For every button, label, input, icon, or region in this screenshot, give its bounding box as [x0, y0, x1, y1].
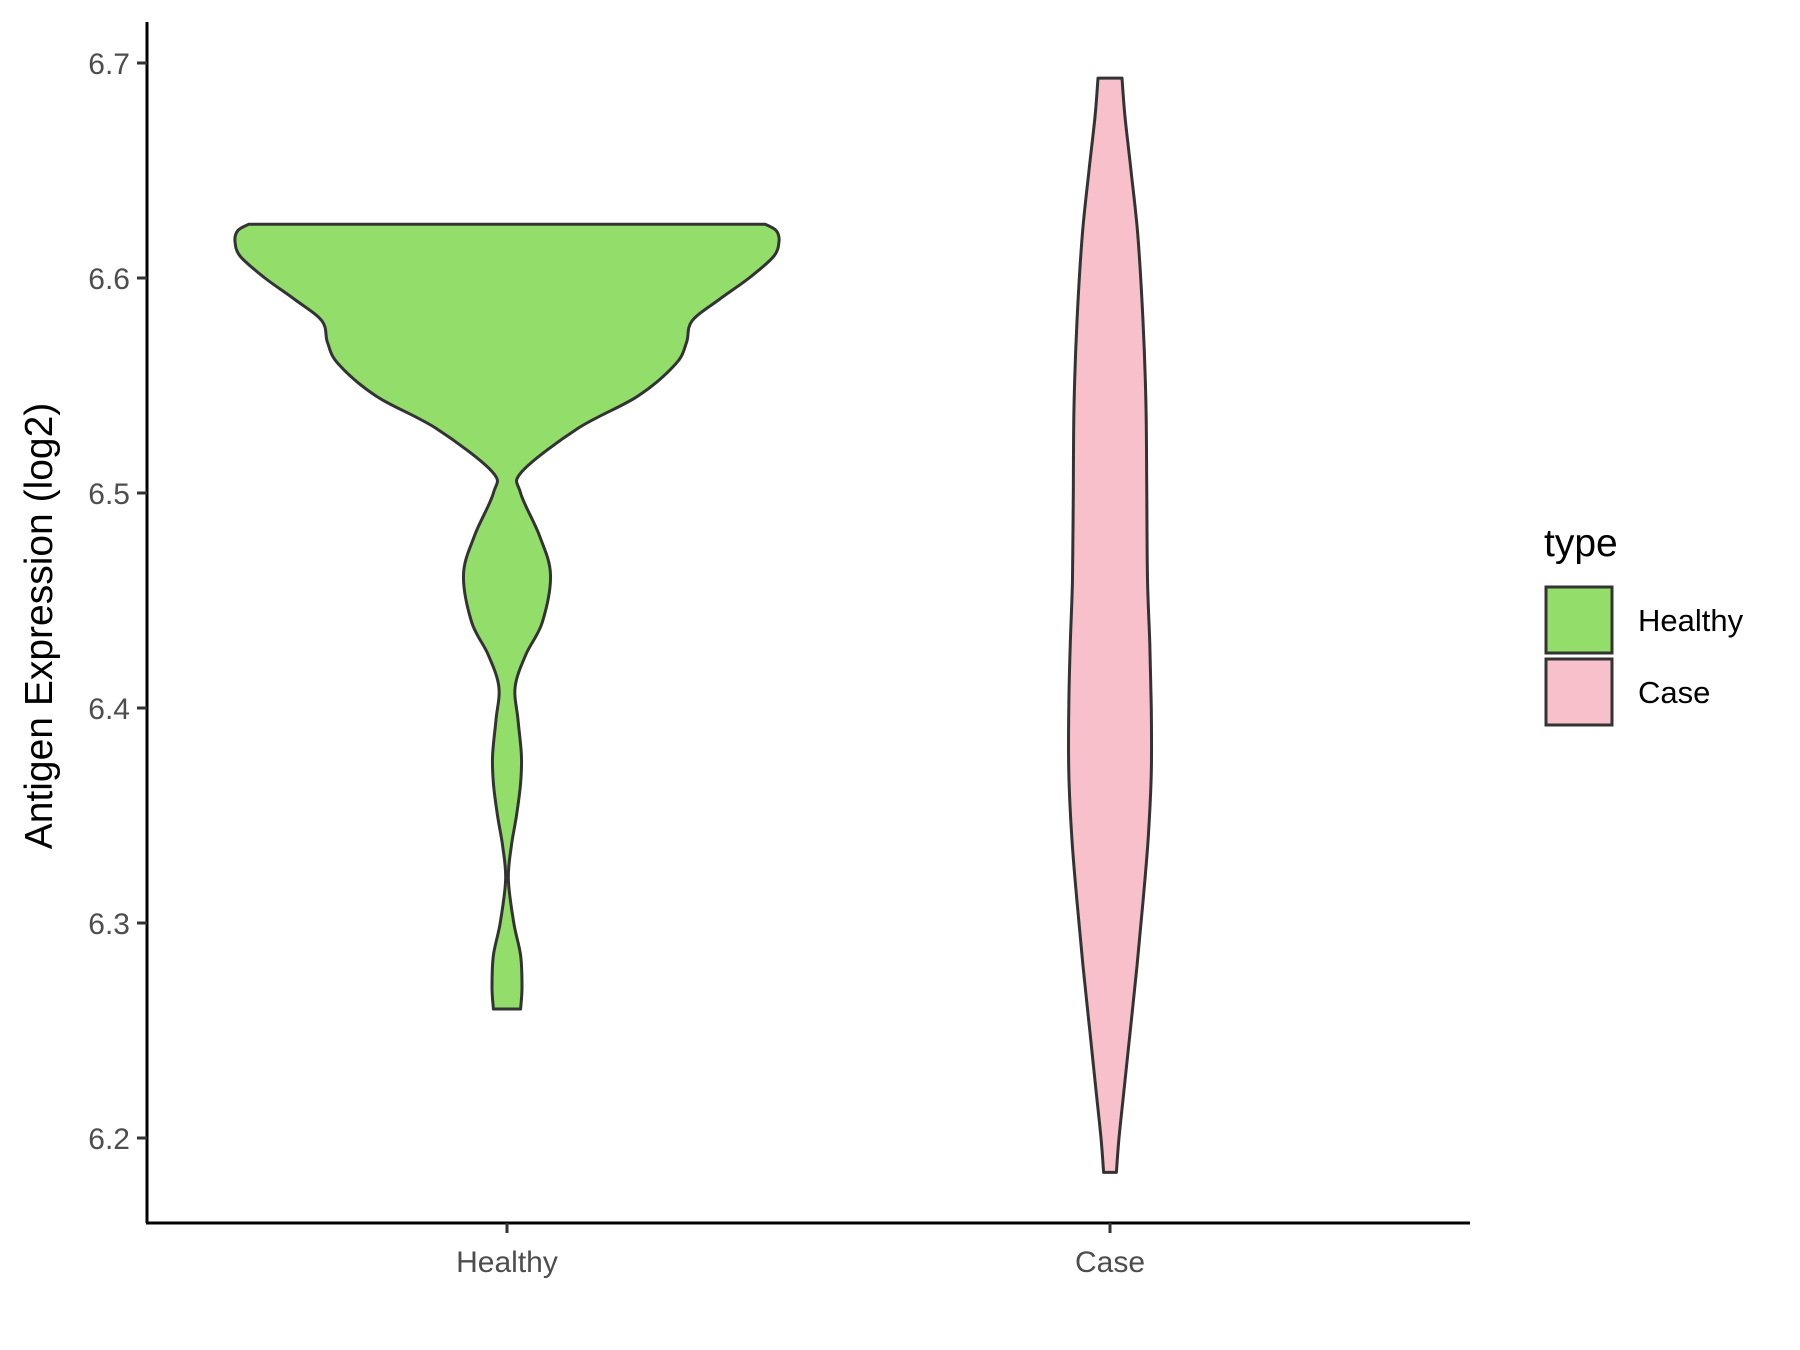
y-axis-title: Antigen Expression (log2): [18, 403, 61, 850]
y-tick-label: 6.6: [88, 263, 130, 296]
plot-area: 6.2 6.3 6.4 6.5 6.6 6.7 Healthy Case: [88, 22, 1470, 1279]
x-tick-label-healthy: Healthy: [456, 1246, 558, 1279]
violin-case: [1066, 76, 1154, 1174]
x-tick-label-case: Case: [1075, 1246, 1145, 1279]
legend-items: Healthy Case: [1544, 585, 1744, 727]
violin-healthy: [233, 222, 781, 1011]
y-tick-label: 6.3: [88, 908, 130, 941]
y-axis-ticks: 6.2 6.3 6.4 6.5 6.6 6.7: [88, 48, 147, 1156]
legend-swatch-healthy: [1544, 585, 1614, 655]
x-axis-ticks: Healthy Case: [456, 1223, 1145, 1279]
legend: type Healthy Case: [1544, 522, 1744, 727]
legend-label-healthy: Healthy: [1638, 603, 1744, 638]
legend-swatch-case: [1544, 657, 1614, 727]
violins: [233, 76, 1154, 1174]
y-tick-label: 6.2: [88, 1123, 130, 1156]
y-tick-label: 6.5: [88, 478, 130, 511]
y-tick-label: 6.4: [88, 693, 130, 726]
legend-title: type: [1544, 522, 1618, 565]
legend-label-case: Case: [1638, 675, 1710, 710]
y-tick-label: 6.7: [88, 48, 130, 81]
